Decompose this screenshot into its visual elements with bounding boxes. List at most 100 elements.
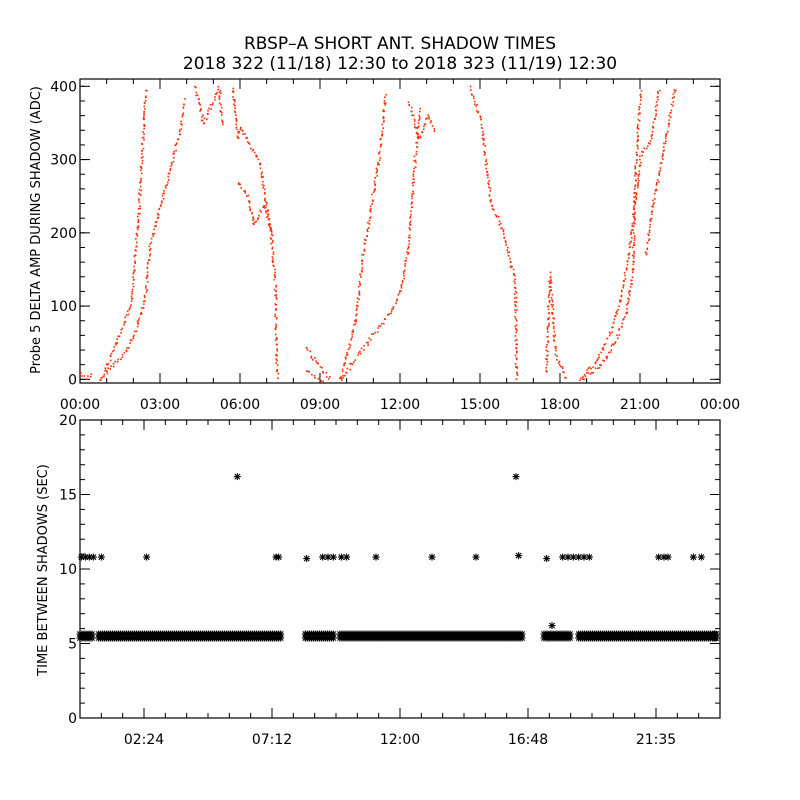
data-point: [221, 119, 223, 122]
data-point: [558, 360, 561, 363]
data-point: [356, 301, 359, 304]
data-point: [633, 213, 636, 216]
data-point: [634, 185, 636, 188]
data-point: [139, 181, 141, 184]
data-point: [371, 333, 373, 335]
data-point: [218, 102, 221, 104]
data-point: [486, 174, 488, 176]
bottom-y-axis-label: TIME BETWEEN SHADOWS (SEC): [36, 464, 51, 677]
data-point: [159, 204, 162, 206]
data-point: [134, 262, 137, 264]
data-point: [137, 323, 139, 325]
data-point: [137, 321, 139, 324]
data-point: [548, 292, 551, 294]
data-point: [580, 377, 582, 380]
data-point: [134, 249, 137, 251]
data-point: [276, 370, 278, 373]
data-point: [656, 189, 658, 192]
data-point: [667, 130, 669, 133]
data-point: [547, 318, 550, 320]
data-point: [418, 137, 420, 140]
data-point: [137, 225, 140, 227]
data-point: [143, 303, 145, 305]
data-point: [203, 117, 206, 120]
data-point: [472, 97, 475, 100]
data-point: [255, 220, 257, 223]
data-point: [142, 300, 145, 303]
data-point: [221, 121, 224, 124]
data-point: [561, 367, 564, 370]
data-point: [358, 298, 360, 301]
data-point: [626, 260, 629, 262]
data-point: [132, 282, 134, 285]
data-point: [143, 294, 146, 297]
data-point: [552, 321, 554, 324]
data-point: [621, 326, 623, 328]
data-point: [626, 308, 628, 310]
data-point: [372, 191, 375, 194]
data-point: [360, 276, 362, 278]
data-point: [128, 307, 131, 310]
data-point: [379, 157, 382, 159]
data-point: [141, 152, 143, 155]
data-point: [218, 91, 221, 94]
data-point: [672, 101, 675, 103]
data-point: [626, 263, 629, 266]
data-point: [150, 237, 153, 240]
data-point: [103, 375, 105, 378]
data-point: [133, 265, 135, 268]
data-point: [276, 354, 278, 357]
data-point: [518, 634, 526, 642]
data-point: [473, 100, 476, 103]
data-point: [388, 313, 390, 315]
data-point: [501, 227, 503, 229]
data-point: [609, 332, 612, 335]
data-point: [114, 360, 116, 363]
data-point: [169, 168, 172, 170]
data-point: [484, 145, 487, 147]
data-point: [634, 212, 636, 214]
data-point: [271, 246, 274, 249]
data-point: [262, 180, 264, 183]
data-point: [266, 216, 268, 219]
data-point: [265, 204, 267, 207]
data-point: [407, 246, 410, 249]
data-point: [550, 279, 552, 282]
data-point: [358, 294, 361, 296]
data-point: [555, 349, 557, 352]
data-point: [146, 267, 149, 269]
data-point: [548, 322, 550, 325]
data-point: [552, 327, 555, 330]
data-point: [143, 105, 146, 108]
data-point: [412, 114, 415, 117]
data-point: [634, 171, 637, 174]
data-point: [106, 372, 109, 375]
data-point: [652, 199, 654, 202]
data-point: [196, 94, 199, 96]
data-point: [262, 184, 265, 187]
data-point: [651, 134, 654, 136]
data-point: [618, 334, 621, 336]
data-point: [637, 183, 639, 186]
data-point: [244, 133, 246, 135]
data-point: [344, 362, 347, 364]
data-point: [606, 355, 608, 358]
data-point: [632, 254, 634, 257]
data-point: [133, 334, 135, 337]
data-point: [569, 553, 577, 561]
data-point: [637, 124, 639, 126]
data-point: [275, 553, 283, 561]
data-point: [657, 92, 659, 95]
data-point: [272, 251, 275, 254]
data-point: [505, 241, 507, 244]
data-point: [514, 335, 517, 337]
data-point: [274, 276, 277, 278]
data-point: [491, 205, 494, 207]
data-point: [475, 109, 478, 112]
data-point: [123, 351, 126, 354]
data-point: [497, 215, 500, 218]
data-point: [130, 304, 132, 306]
data-point: [274, 294, 277, 297]
data-point: [317, 362, 320, 365]
data-point: [476, 103, 479, 106]
